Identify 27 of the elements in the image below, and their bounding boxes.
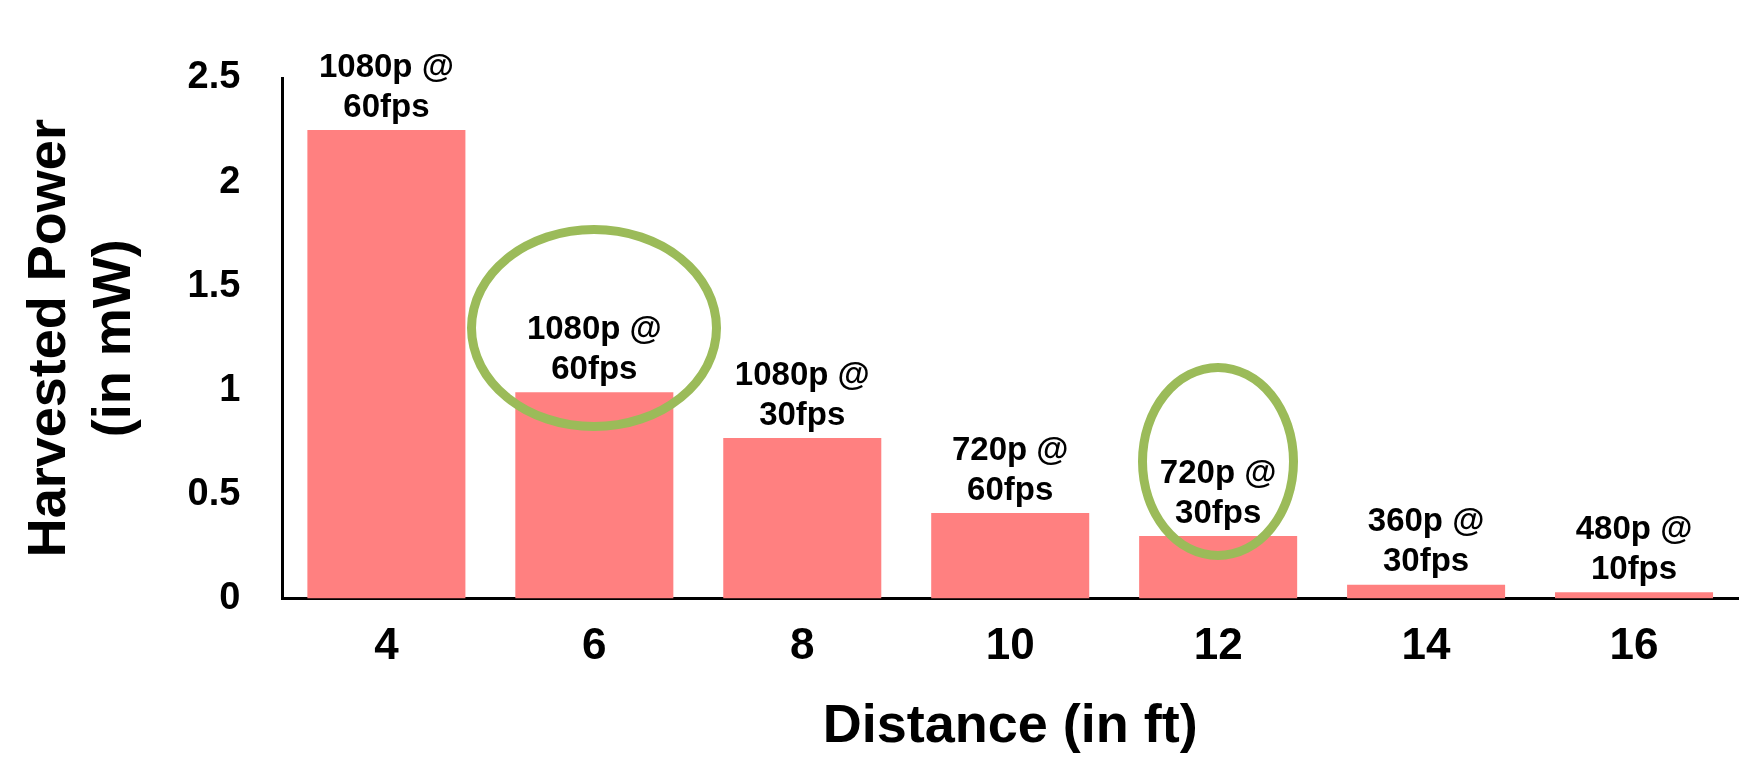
annotation: 720p @ 30fps (1159, 452, 1277, 530)
y-tick-label: 0.5 (187, 470, 241, 513)
bar (1347, 584, 1506, 599)
y-tick-label: 2.5 (187, 54, 241, 97)
annotation: 1080p @ 60fps (318, 46, 454, 124)
bar (307, 130, 466, 599)
x-tick-label: 8 (790, 618, 815, 668)
x-tick-label: 4 (374, 618, 400, 668)
x-tick-label: 12 (1193, 618, 1243, 668)
annotation: 1080p @ 60fps (526, 308, 662, 386)
bar (1555, 592, 1714, 599)
annotation: 480p @ 10fps (1575, 508, 1693, 586)
annotation: 720p @ 60fps (951, 429, 1069, 507)
annotation: 1080p @ 30fps (734, 354, 870, 432)
x-tick-label: 10 (985, 618, 1035, 668)
y-axis-title: Harvested Power (in mW) (16, 119, 142, 558)
x-tick-label: 6 (582, 618, 607, 668)
y-tick-label: 1.5 (187, 262, 241, 305)
annotation: 360p @ 30fps (1367, 501, 1485, 579)
y-tick-label: 1 (219, 366, 241, 409)
x-tick-label: 16 (1609, 618, 1659, 668)
x-tick-label: 14 (1401, 618, 1452, 668)
y-tick-label: 0 (219, 574, 241, 617)
x-axis-title: Distance (in ft) (822, 693, 1198, 754)
bar (931, 513, 1090, 599)
y-tick-label: 2 (219, 158, 241, 201)
bar (723, 438, 882, 599)
